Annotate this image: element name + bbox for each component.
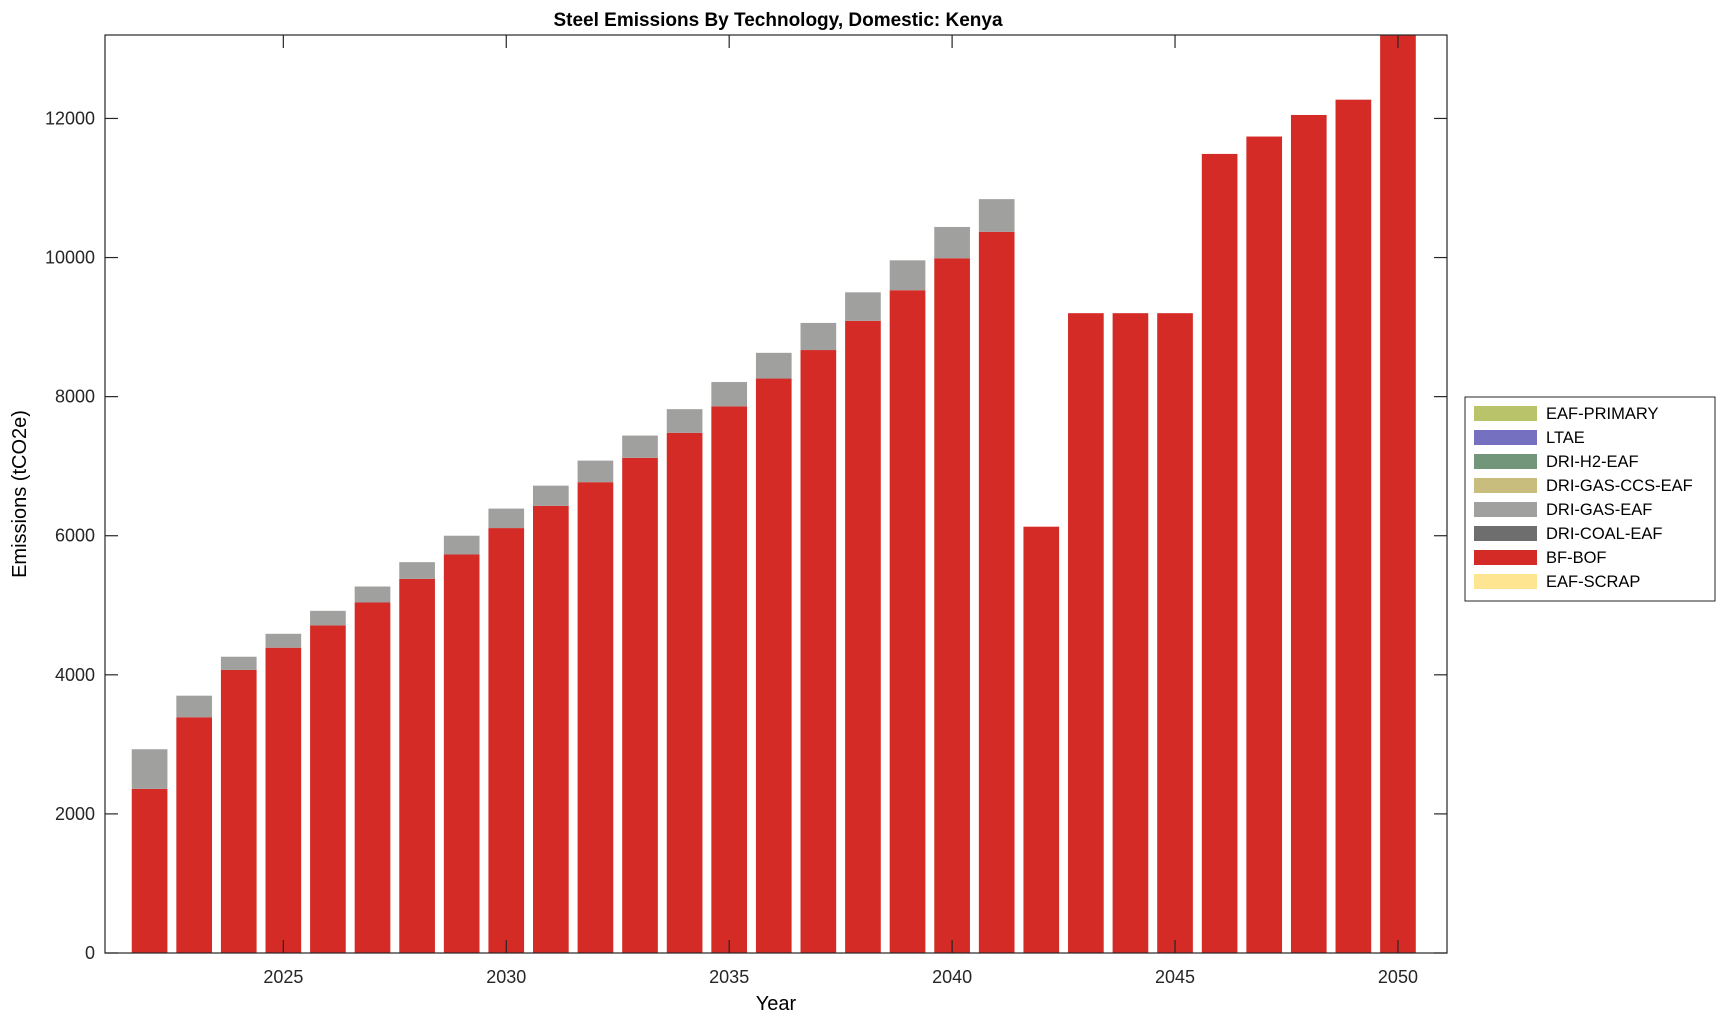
bar-bf-bof-2036 [755,378,792,953]
bar-bf-bof-2030 [488,528,525,953]
legend-swatch-dri-coal-eaf [1474,526,1537,541]
y-tick-label-12000: 12000 [45,108,95,128]
bar-dri-gas-eaf-2035 [711,382,748,407]
legend-swatch-dri-h2-eaf [1474,454,1537,469]
legend-swatch-dri-gas-eaf [1474,502,1537,517]
bar-dri-gas-eaf-2040 [934,226,970,259]
legend-label-dri-gas-eaf: DRI-GAS-EAF [1546,501,1652,519]
bar-bf-bof-2026 [310,625,346,953]
bars-group [131,35,1416,954]
bar-bf-bof-2028 [399,578,435,953]
bar-bf-bof-2042 [1023,526,1060,953]
y-tick-label-0: 0 [85,943,95,963]
bar-bf-bof-2035 [711,406,748,953]
bar-dri-gas-eaf-2024 [220,656,257,670]
axes-group: 2025 2030 2035 2040 2045 2050 0 2000 4000 6000 800… [45,34,1448,987]
legend-swatch-eaf-scrap [1474,574,1537,589]
bar-dri-gas-eaf-2030 [488,508,525,529]
bar-dri-gas-eaf-2036 [755,352,792,379]
x-tick-label-2045: 2045 [1155,967,1195,987]
legend-label-eaf-scrap: EAF-SCRAP [1546,573,1640,591]
chart-title: Steel Emissions By Technology, Domestic:… [553,10,1003,31]
axes-box [104,34,1448,954]
bar-bf-bof-2034 [666,432,703,953]
bar-bf-bof-2045 [1157,313,1193,953]
bar-dri-gas-eaf-2033 [622,435,658,458]
bar-bf-bof-2049 [1335,99,1372,954]
x-tick-label-2025: 2025 [263,967,303,987]
bar-dri-gas-eaf-2037 [800,322,837,351]
legend-label-dri-h2-eaf: DRI-H2-EAF [1546,453,1639,471]
x-tick-label-2040: 2040 [932,967,972,987]
bar-dri-gas-eaf-2038 [845,292,881,321]
legend-label-ltae: LTAE [1546,429,1585,447]
y-tick-label-8000: 8000 [55,387,95,407]
bar-dri-gas-eaf-2022 [131,749,168,789]
legend-label-dri-coal-eaf: DRI-COAL-EAF [1546,525,1662,543]
bar-dri-gas-eaf-2031 [533,485,569,506]
legend-swatch-dri-gas-ccs-eaf [1474,478,1537,493]
x-tick-label-2050: 2050 [1378,967,1418,987]
bar-bf-bof-2033 [622,457,658,953]
legend-label-bf-bof: BF-BOF [1546,549,1607,567]
bar-dri-gas-eaf-2026 [310,610,346,626]
x-tick-label-2030: 2030 [486,967,526,987]
bar-bf-bof-2044 [1112,313,1149,953]
bar-bf-bof-2025 [265,647,302,953]
bar-bf-bof-2047 [1246,136,1283,954]
bar-bf-bof-2022 [131,788,168,953]
bar-bf-bof-2024 [220,669,257,953]
legend: EAF-PRIMARY LTAE DRI-H2-EAF DRI-GAS-CCS-EAF… [1464,396,1716,602]
bar-bf-bof-2038 [845,320,881,954]
y-tick-label-2000: 2000 [55,804,95,824]
bar-bf-bof-2029 [443,554,480,953]
y-tick-label-6000: 6000 [55,526,95,546]
bar-dri-gas-eaf-2034 [666,409,703,433]
legend-label-dri-gas-ccs-eaf: DRI-GAS-CCS-EAF [1546,477,1693,495]
bar-bf-bof-2046 [1201,153,1238,954]
y-tick-label-4000: 4000 [55,665,95,685]
bar-dri-gas-eaf-2025 [265,633,302,648]
bar-dri-gas-eaf-2027 [354,586,391,603]
y-tick-label-10000: 10000 [45,248,95,268]
bar-bf-bof-2048 [1290,114,1327,954]
bar-bf-bof-2027 [354,602,391,953]
bar-bf-bof-2040 [934,258,970,953]
bar-bf-bof-2032 [577,482,614,953]
bar-dri-gas-eaf-2023 [176,695,213,718]
legend-swatch-bf-bof [1474,550,1537,565]
legend-swatch-ltae [1474,430,1537,445]
x-tick-label-2035: 2035 [709,967,749,987]
legend-label-eaf-primary: EAF-PRIMARY [1546,405,1658,423]
x-axis-label: Year [756,993,797,1015]
bar-bf-bof-2039 [889,290,926,954]
bar-dri-gas-eaf-2041 [978,199,1015,232]
bar-bf-bof-2050 [1380,35,1416,953]
bar-dri-gas-eaf-2032 [577,460,614,483]
legend-swatch-eaf-primary [1474,406,1537,421]
bar-dri-gas-eaf-2039 [889,260,926,291]
bar-bf-bof-2043 [1068,313,1104,953]
bar-bf-bof-2031 [533,505,569,953]
bar-dri-gas-eaf-2029 [443,535,480,555]
legend-box [1464,396,1716,602]
bar-bf-bof-2041 [978,231,1015,953]
bar-bf-bof-2037 [800,350,837,953]
y-axis-label: Emissions (tCO2e) [9,410,31,578]
bar-dri-gas-eaf-2028 [399,562,435,579]
bar-bf-bof-2023 [176,717,213,953]
